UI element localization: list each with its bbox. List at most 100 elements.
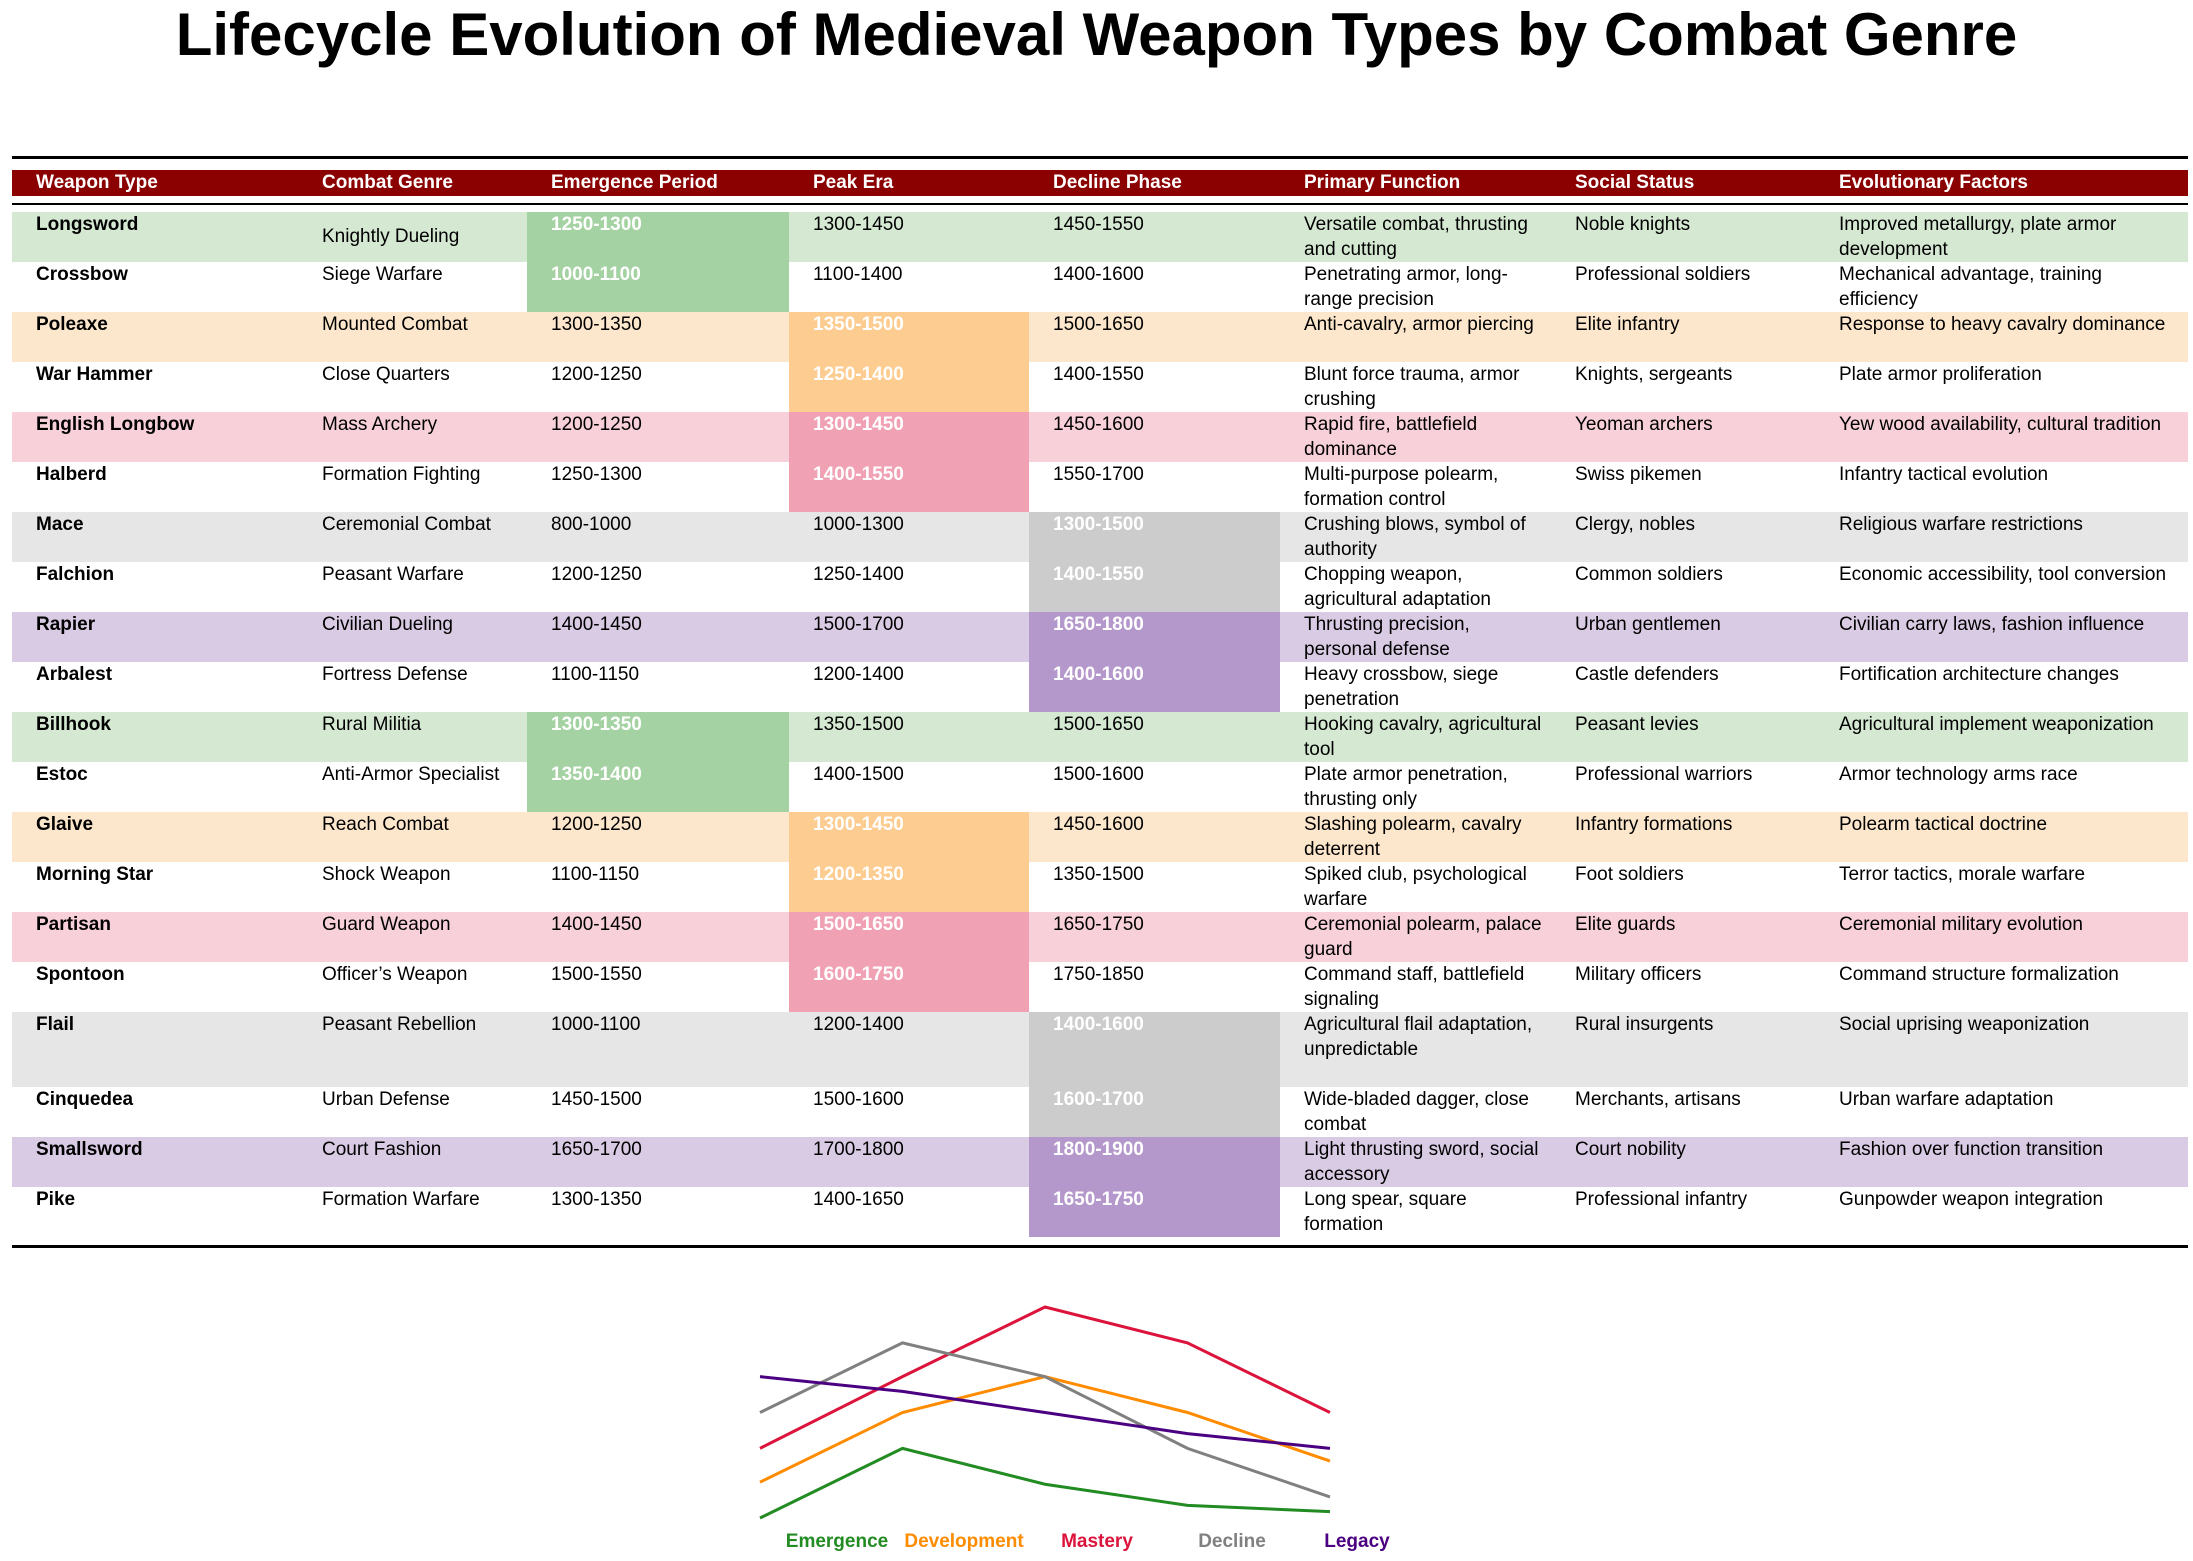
cell-peak-era: 1350-1500	[813, 714, 904, 735]
cell-weapon-type: Smallsword	[36, 1139, 143, 1160]
cell-evolutionary-factors: Yew wood availability, cultural traditio…	[1839, 414, 2162, 435]
cell-combat-genre: Close Quarters	[322, 364, 450, 385]
cell-combat-genre: Siege Warfare	[322, 264, 443, 285]
cell-weapon-type: Poleaxe	[36, 314, 108, 335]
cell-combat-genre: Reach Combat	[322, 814, 449, 835]
cell-peak-era: 1250-1400	[813, 564, 904, 585]
cell-peak-era: 1400-1650	[813, 1189, 904, 1210]
table-row: Pike Formation Warfare 1300-1350 1400-1650 1…	[12, 1187, 2188, 1237]
highlight-label: 1300-1450	[813, 414, 904, 435]
highlight-block: 1300-1450 1200-1350	[789, 812, 1029, 912]
cell-weapon-type: Flail	[36, 1014, 75, 1035]
header-combat-genre: Combat Genre	[322, 172, 453, 193]
cell-social-status: Noble knights	[1575, 214, 1691, 235]
cell-evolutionary-factors: Improved metallurgy, plate armor develop…	[1839, 214, 2117, 260]
highlight-label: 1400-1600	[1053, 1014, 1144, 1035]
cell-emergence-period: 1200-1250	[551, 564, 642, 585]
cell-social-status: Professional soldiers	[1575, 264, 1751, 285]
highlight-label: 1500-1650	[813, 914, 904, 935]
cell-evolutionary-factors: Terror tactics, morale warfare	[1839, 864, 2086, 885]
cell-primary-function: Blunt force trauma, armor crushing	[1304, 364, 1520, 410]
cell-primary-function: Plate armor penetration, thrusting only	[1304, 764, 1508, 810]
highlight-label: 1200-1350	[813, 864, 904, 885]
cell-peak-era: 1200-1400	[813, 1014, 904, 1035]
table-row: Cinquedea Urban Defense 1450-1500 1500-1600…	[12, 1087, 2188, 1137]
cell-combat-genre: Knightly Dueling	[322, 226, 460, 247]
highlight-label: 1300-1500	[1053, 514, 1144, 535]
highlight-label: 1250-1300	[551, 214, 642, 235]
cell-weapon-type: English Longbow	[36, 414, 195, 435]
cell-emergence-period: 1100-1150	[551, 664, 640, 685]
highlight-block: 1300-1500 1400-1550	[1029, 512, 1280, 612]
cell-peak-era: 1500-1700	[813, 614, 904, 635]
cell-evolutionary-factors: Urban warfare adaptation	[1839, 1089, 2054, 1110]
cell-weapon-type: Glaive	[36, 814, 94, 835]
cell-primary-function: Slashing polearm, cavalry deterrent	[1304, 814, 1522, 860]
cell-peak-era: 1000-1300	[813, 514, 904, 535]
lifecycle-chart: Emergence Development Mastery Decline Legacy	[759, 1305, 1390, 1552]
cell-social-status: Common soldiers	[1575, 564, 1723, 585]
cell-primary-function: Chopping weapon, agricultural adaptation	[1304, 564, 1491, 610]
cell-evolutionary-factors: Economic accessibility, tool conversion	[1839, 564, 2167, 585]
cell-primary-function: Thrusting precision, personal defense	[1304, 614, 1470, 660]
cell-peak-era: 1100-1400	[813, 264, 903, 285]
cell-social-status: Rural insurgents	[1575, 1014, 1714, 1035]
cell-social-status: Professional infantry	[1575, 1189, 1748, 1210]
cell-primary-function: Spiked club, psychological warfare	[1304, 864, 1527, 910]
cell-social-status: Infantry formations	[1575, 814, 1733, 835]
cell-emergence-period: 1650-1700	[551, 1139, 642, 1160]
cell-weapon-type: Mace	[36, 514, 84, 535]
cell-emergence-period: 1450-1500	[551, 1089, 642, 1110]
cell-decline-phase: 1500-1600	[1053, 764, 1144, 785]
cell-primary-function: Penetrating armor, long-range precision	[1304, 264, 1508, 310]
cell-primary-function: Long spear, square formation	[1304, 1189, 1467, 1235]
cell-primary-function: Agricultural flail adaptation, unpredict…	[1304, 1014, 1533, 1060]
cell-evolutionary-factors: Religious warfare restrictions	[1839, 514, 2083, 535]
cell-emergence-period: 1200-1250	[551, 814, 642, 835]
cell-social-status: Clergy, nobles	[1575, 514, 1696, 535]
cell-emergence-period: 800-1000	[551, 514, 632, 535]
cell-primary-function: Ceremonial polearm, palace guard	[1304, 914, 1542, 960]
table-row: Morning Star Shock Weapon 1100-1150 1200-13…	[12, 862, 2188, 912]
highlight-label: 1600-1700	[1053, 1089, 1144, 1110]
header-emergence-period: Emergence Period	[551, 172, 718, 193]
table-header-row: Weapon Type Combat Genre Emergence Perio…	[12, 170, 2188, 196]
table-row: War Hammer Close Quarters 1200-1250 1250-14…	[12, 362, 2188, 412]
cell-decline-phase: 1750-1850	[1053, 964, 1144, 985]
cell-evolutionary-factors: Social uprising weaponization	[1839, 1014, 2090, 1035]
cell-evolutionary-factors: Infantry tactical evolution	[1839, 464, 2049, 485]
cell-combat-genre: Formation Fighting	[322, 464, 481, 485]
table-row: Estoc Anti-Armor Specialist 1350-1400 1400-…	[12, 762, 2188, 812]
cell-combat-genre: Formation Warfare	[322, 1189, 480, 1210]
cell-peak-era: 1700-1800	[813, 1139, 904, 1160]
highlight-label: 1250-1400	[813, 364, 904, 385]
cell-weapon-type: War Hammer	[36, 364, 153, 385]
cell-weapon-type: Halberd	[36, 464, 107, 485]
cell-decline-phase: 1650-1750	[1053, 914, 1144, 935]
cell-decline-phase: 1400-1600	[1053, 264, 1144, 285]
table-row: Partisan Guard Weapon 1400-1450 1500-1650 16…	[12, 912, 2188, 962]
highlight-block: 1300-1450 1400-1550	[789, 412, 1029, 512]
cell-weapon-type: Morning Star	[36, 864, 154, 885]
header-weapon-type: Weapon Type	[36, 172, 158, 193]
cell-peak-era: 1300-1450	[813, 214, 904, 235]
cell-weapon-type: Cinquedea	[36, 1089, 134, 1110]
cell-emergence-period: 1200-1250	[551, 364, 642, 385]
highlight-label: 1350-1400	[551, 764, 642, 785]
cell-weapon-type: Arbalest	[36, 664, 113, 685]
cell-social-status: Elite infantry	[1575, 314, 1680, 335]
cell-weapon-type: Pike	[36, 1189, 76, 1210]
cell-social-status: Military officers	[1575, 964, 1702, 985]
highlight-label: 1300-1450	[813, 814, 904, 835]
cell-primary-function: Command staff, battlefield signaling	[1304, 964, 1525, 1010]
highlight-label: 1650-1750	[1053, 1189, 1144, 1210]
cell-evolutionary-factors: Armor technology arms race	[1839, 764, 2078, 785]
highlight-block: 1800-1900 1650-1750	[1029, 1137, 1280, 1237]
table-row: Glaive Reach Combat 1200-1250 1300-1450 1450…	[12, 812, 2188, 862]
cell-evolutionary-factors: Plate armor proliferation	[1839, 364, 2042, 385]
cell-evolutionary-factors: Gunpowder weapon integration	[1839, 1189, 2104, 1210]
cell-emergence-period: 1400-1450	[551, 614, 642, 635]
highlight-label: 1000-1100	[551, 264, 641, 285]
cell-evolutionary-factors: Command structure formalization	[1839, 964, 2119, 985]
cell-social-status: Knights, sergeants	[1575, 364, 1733, 385]
